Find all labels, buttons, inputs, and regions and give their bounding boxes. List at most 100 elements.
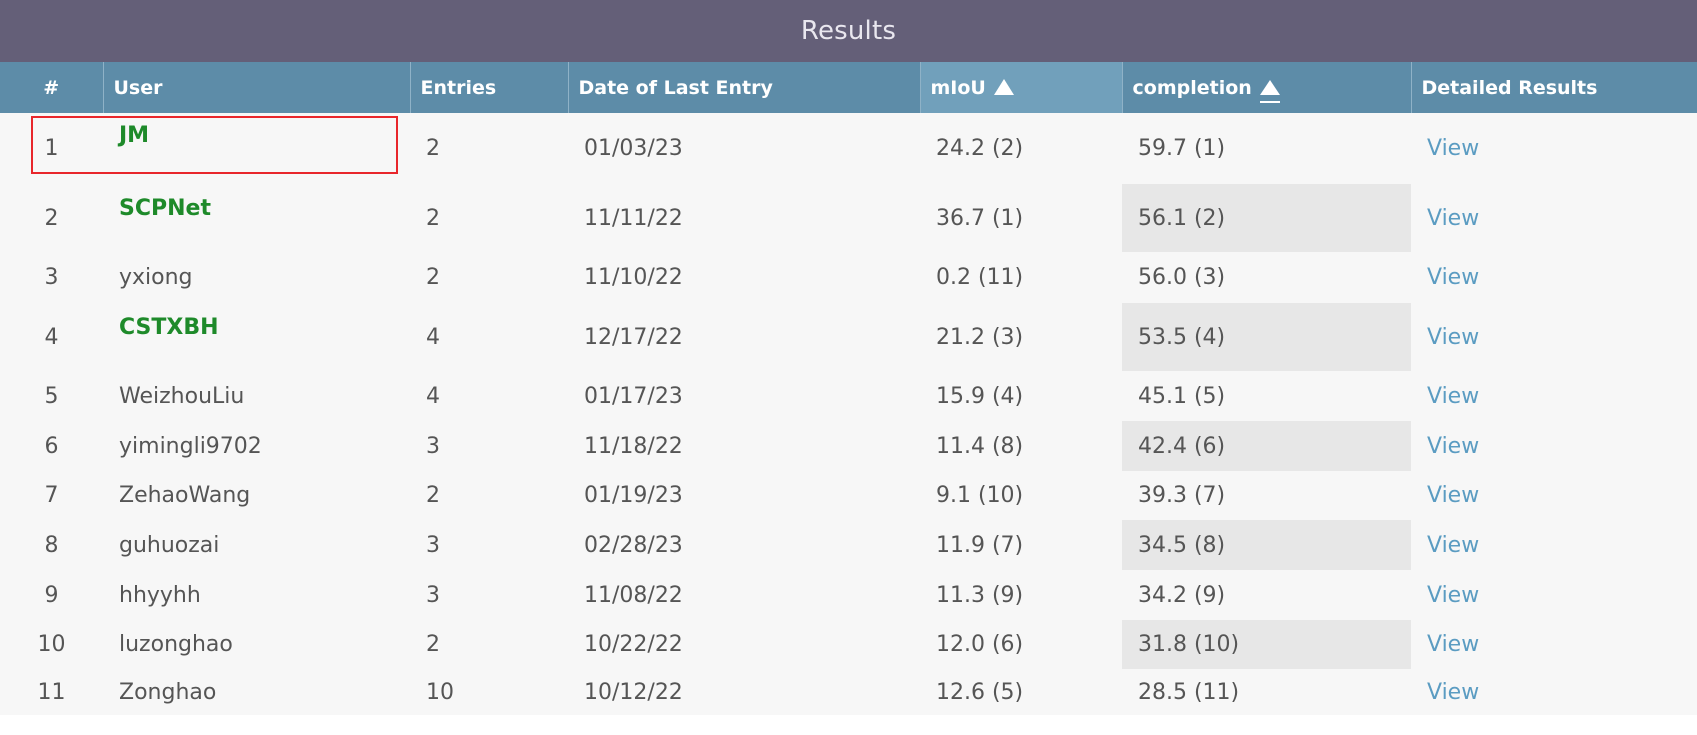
- header-user[interactable]: User: [103, 62, 411, 113]
- user-cell: hhyyhh: [119, 582, 201, 608]
- view-link[interactable]: View: [1427, 383, 1480, 409]
- date-cell: 01/19/23: [584, 483, 683, 508]
- view-cell: View: [1411, 184, 1697, 252]
- view-cell: View: [1411, 113, 1697, 184]
- miou-cell: 11.3 (9): [936, 582, 1024, 608]
- view-cell: View: [1411, 471, 1697, 520]
- results-table: # User Entries Date of Last Entry mIoU c…: [0, 62, 1697, 716]
- view-cell: View: [1411, 669, 1697, 716]
- view-link[interactable]: View: [1427, 582, 1480, 608]
- view-link[interactable]: View: [1427, 433, 1480, 459]
- sort-ascending-icon: [1259, 79, 1280, 95]
- view-link[interactable]: View: [1427, 483, 1480, 508]
- completion-cell: 34.2 (9): [1138, 582, 1226, 608]
- view-link[interactable]: View: [1427, 205, 1480, 231]
- header-date[interactable]: Date of Last Entry: [568, 62, 921, 113]
- header-miou-label: mIoU: [930, 76, 986, 99]
- user-cell: CSTXBH: [119, 315, 219, 340]
- table-row: 8 guhuozai 3 02/28/23 11.9 (7) 34.5 (8) …: [0, 520, 1697, 570]
- user-cell: WeizhouLiu: [119, 383, 245, 409]
- date-cell: 10/12/22: [584, 680, 683, 705]
- rank-cell: 7: [44, 483, 59, 508]
- completion-cell: 31.8 (10): [1122, 620, 1411, 669]
- date-cell: 12/17/22: [584, 324, 683, 350]
- table-row: 2 SCPNet 2 11/11/22 36.7 (1) 56.1 (2) Vi…: [0, 184, 1697, 252]
- date-cell: 02/28/23: [584, 532, 683, 558]
- miou-cell: 12.6 (5): [936, 680, 1024, 705]
- entries-cell: 2: [426, 265, 440, 290]
- completion-cell: 53.5 (4): [1122, 303, 1411, 371]
- miou-cell: 24.2 (2): [936, 136, 1024, 161]
- table-row: 1 JM 2 01/03/23 24.2 (2) 59.7 (1) View: [0, 113, 1697, 184]
- view-link[interactable]: View: [1427, 680, 1480, 705]
- miou-cell: 0.2 (11): [936, 265, 1024, 290]
- rank-cell: 9: [44, 582, 59, 608]
- rank-cell: 1: [44, 136, 59, 161]
- sort-active-indicator: [1252, 77, 1280, 103]
- entries-cell: 3: [426, 582, 440, 608]
- rank-cell: 6: [44, 433, 59, 459]
- user-cell: SCPNet: [119, 196, 211, 221]
- entries-cell: 3: [426, 532, 440, 558]
- header-details: Detailed Results: [1421, 76, 1598, 99]
- date-cell: 11/11/22: [584, 205, 683, 231]
- completion-cell: 45.1 (5): [1138, 383, 1226, 409]
- entries-cell: 2: [426, 632, 440, 657]
- completion-cell: 59.7 (1): [1138, 136, 1226, 161]
- user-cell: Zonghao: [119, 680, 217, 705]
- table-row: 9 hhyyhh 3 11/08/22 11.3 (9) 34.2 (9) Vi…: [0, 570, 1697, 620]
- completion-cell: 28.5 (11): [1138, 680, 1240, 705]
- view-link[interactable]: View: [1427, 632, 1480, 657]
- miou-cell: 9.1 (10): [936, 483, 1024, 508]
- header-entries[interactable]: Entries: [410, 62, 569, 113]
- user-cell: luzonghao: [119, 632, 233, 657]
- results-title: Results: [0, 0, 1697, 62]
- view-cell: View: [1411, 520, 1697, 570]
- date-cell: 11/10/22: [584, 265, 683, 290]
- header-rank[interactable]: #: [0, 62, 104, 113]
- entries-cell: 10: [426, 680, 454, 705]
- entries-cell: 4: [426, 383, 440, 409]
- miou-cell: 21.2 (3): [936, 324, 1024, 350]
- user-cell: JM: [119, 123, 150, 148]
- rank-cell: 5: [44, 383, 59, 409]
- rank-cell: 4: [44, 324, 59, 350]
- header-completion[interactable]: completion: [1122, 62, 1412, 113]
- completion-cell: 42.4 (6): [1122, 421, 1411, 471]
- view-link[interactable]: View: [1427, 324, 1480, 350]
- completion-cell: 34.5 (8): [1122, 520, 1411, 570]
- view-link[interactable]: View: [1427, 136, 1480, 161]
- date-cell: 11/08/22: [584, 582, 683, 608]
- table-row: 6 yimingli9702 3 11/18/22 11.4 (8) 42.4 …: [0, 421, 1697, 471]
- miou-cell: 15.9 (4): [936, 383, 1024, 409]
- rank-cell: 3: [44, 265, 59, 290]
- miou-cell: 12.0 (6): [936, 632, 1024, 657]
- view-link[interactable]: View: [1427, 532, 1480, 558]
- user-cell: ZehaoWang: [119, 483, 251, 508]
- view-cell: View: [1411, 570, 1697, 620]
- table-row: 7 ZehaoWang 2 01/19/23 9.1 (10) 39.3 (7)…: [0, 471, 1697, 520]
- entries-cell: 4: [426, 324, 440, 350]
- rank-cell: 8: [44, 532, 59, 558]
- user-cell: yxiong: [119, 265, 193, 290]
- table-row: 11 Zonghao 10 10/12/22 12.6 (5) 28.5 (11…: [0, 669, 1697, 716]
- view-cell: View: [1411, 303, 1697, 371]
- header-completion-label: completion: [1132, 76, 1252, 99]
- table-row: 4 CSTXBH 4 12/17/22 21.2 (3) 53.5 (4) Vi…: [0, 303, 1697, 371]
- rank-cell: 10: [37, 632, 66, 657]
- entries-cell: 2: [426, 205, 440, 231]
- sort-ascending-icon: [993, 78, 1014, 95]
- results-panel: Results # User Entries Date of Last Entr…: [0, 0, 1697, 716]
- header-miou[interactable]: mIoU: [920, 62, 1123, 113]
- entries-cell: 3: [426, 433, 440, 459]
- completion-cell: 56.0 (3): [1138, 265, 1226, 290]
- miou-cell: 11.9 (7): [936, 532, 1024, 558]
- miou-cell: 36.7 (1): [936, 205, 1024, 231]
- view-link[interactable]: View: [1427, 265, 1480, 290]
- view-cell: View: [1411, 421, 1697, 471]
- date-cell: 01/03/23: [584, 136, 683, 161]
- date-cell: 01/17/23: [584, 383, 683, 409]
- table-header-row: # User Entries Date of Last Entry mIoU c…: [0, 62, 1697, 113]
- entries-cell: 2: [426, 136, 440, 161]
- user-cell: yimingli9702: [119, 433, 262, 459]
